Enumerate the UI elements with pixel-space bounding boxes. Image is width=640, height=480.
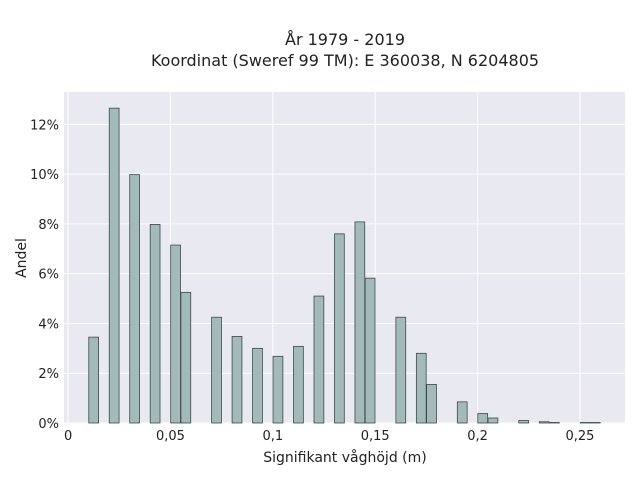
bar-20 [487,417,499,424]
y-tick-label-6: 12% [30,118,59,133]
bar-24 [579,422,591,424]
chart-title: År 1979 - 2019 [285,30,405,49]
bar-16 [415,352,427,424]
bar-11 [313,295,325,424]
bar-0 [88,336,100,424]
bar-25 [589,422,601,424]
x-axis-label: Signifikant våghöjd (m) [263,449,426,466]
y-axis-label: Andel [14,238,30,278]
bars [88,107,601,424]
chart-subtitle: Koordinat (Sweref 99 TM): E 360038, N 62… [151,51,539,70]
bar-7 [231,335,243,424]
bar-12 [334,233,345,424]
bar-13 [354,221,366,424]
bar-2 [129,174,140,424]
y-tick-label-4: 8% [38,218,59,233]
bar-9 [272,355,284,424]
bar-22 [538,421,550,424]
bar-4 [170,244,181,424]
bar-6 [211,316,222,424]
x-tick-label-0: 0 [64,429,72,444]
bar-15 [395,316,407,424]
bar-3 [149,223,161,424]
y-tick-label-1: 2% [38,367,59,382]
y-tick-label-3: 6% [38,268,59,283]
x-tick-labels: 0 0,05 0,1 0,15 0,2 0,25 [64,429,594,444]
x-tick-label-5: 0,25 [565,429,594,444]
x-tick-label-3: 0,15 [361,429,390,444]
bar-18 [456,401,468,424]
x-tick-label-2: 0,1 [262,429,283,444]
bar-8 [252,347,263,424]
y-tick-labels: 0% 2% 4% 6% 8% 10% 12% [30,118,59,432]
y-tick-label-5: 10% [30,168,59,183]
bar-17 [426,384,437,424]
y-tick-label-0: 0% [38,417,59,432]
bar-14 [364,277,376,424]
bar-21 [518,420,529,424]
bar-1 [108,107,120,424]
bar-19 [477,413,489,424]
x-tick-label-1: 0,05 [156,429,185,444]
bar-23 [549,422,560,424]
x-tick-label-4: 0,2 [467,429,488,444]
y-tick-label-2: 4% [38,317,59,332]
bar-5 [180,291,192,424]
bar-10 [293,345,304,424]
